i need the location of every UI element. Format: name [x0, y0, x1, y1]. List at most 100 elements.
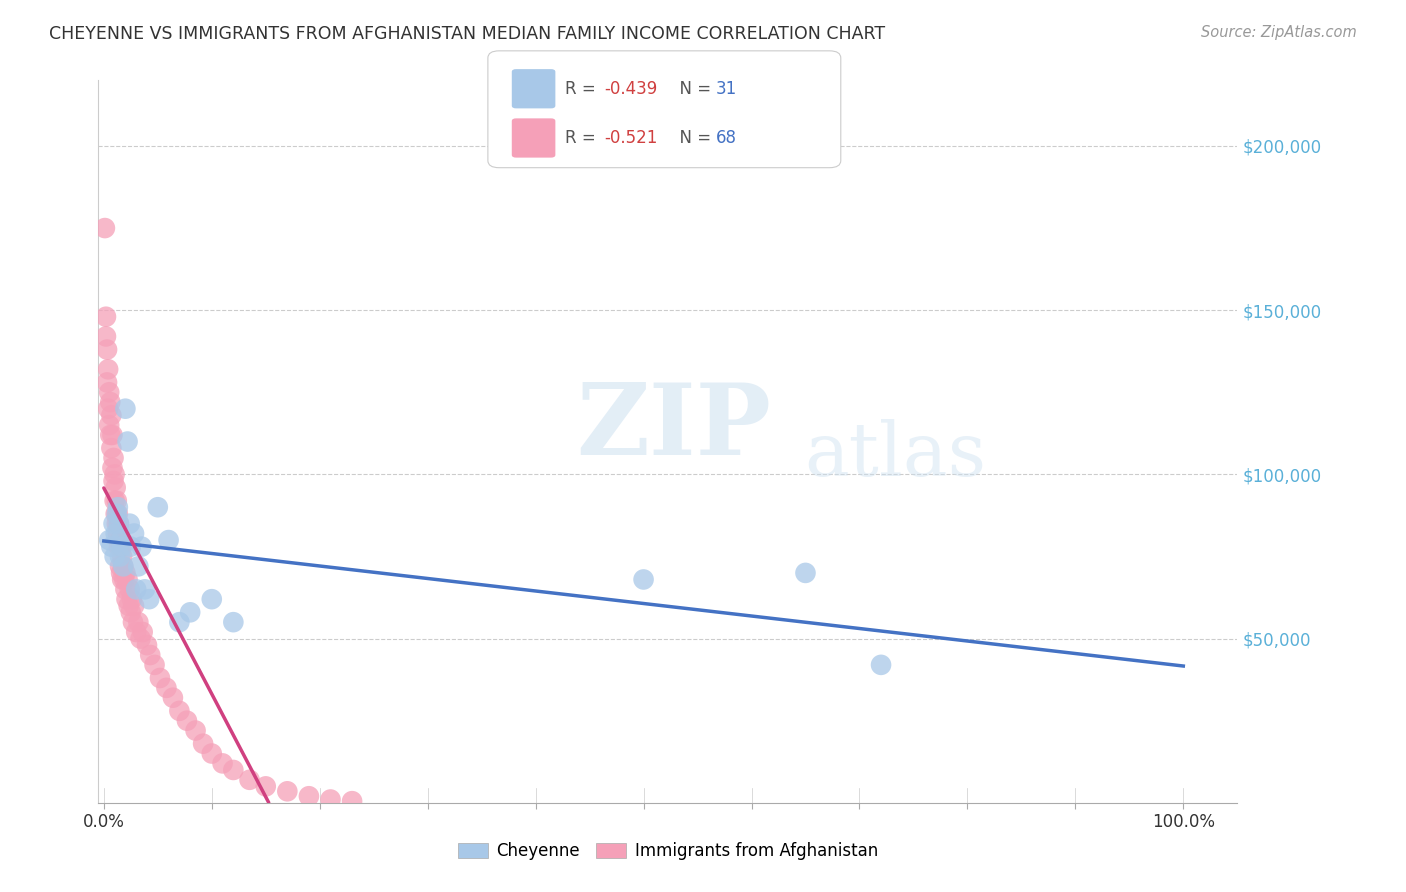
Point [105, 493, 128, 508]
Point [276, 784, 298, 798]
Point [136, 638, 159, 652]
Point [110, 566, 132, 580]
Point [108, 516, 131, 531]
Point [100, 441, 122, 455]
Point [100, 540, 122, 554]
Point [184, 723, 207, 738]
Point [103, 474, 125, 488]
Point [162, 690, 184, 705]
Point [94, 329, 117, 343]
Point [112, 559, 135, 574]
Text: N =: N = [669, 79, 717, 98]
Point [127, 615, 149, 630]
Point [96, 376, 118, 390]
Point [94, 221, 117, 235]
Point [101, 460, 124, 475]
Point [794, 566, 817, 580]
Point [104, 549, 127, 564]
Point [98, 418, 121, 433]
Point [115, 592, 138, 607]
Point [120, 605, 142, 619]
Point [103, 516, 125, 531]
Point [110, 540, 132, 554]
Point [94, 310, 117, 324]
Point [104, 467, 127, 482]
Point [120, 540, 142, 554]
Point [149, 671, 172, 685]
Point [117, 573, 139, 587]
Text: CHEYENNE VS IMMIGRANTS FROM AFGHANISTAN MEDIAN FAMILY INCOME CORRELATION CHART: CHEYENNE VS IMMIGRANTS FROM AFGHANISTAN … [49, 25, 886, 43]
Point [98, 395, 121, 409]
Point [211, 756, 233, 771]
Point [157, 533, 180, 547]
Point [125, 625, 148, 640]
Point [176, 714, 198, 728]
Point [101, 428, 124, 442]
Point [870, 657, 893, 672]
Point [169, 704, 191, 718]
Point [179, 605, 201, 619]
Point [98, 533, 121, 547]
Point [298, 789, 321, 804]
Point [340, 794, 363, 808]
Point [108, 516, 131, 531]
Point [111, 573, 134, 587]
Point [139, 648, 162, 662]
Point [114, 566, 136, 580]
Point [108, 533, 131, 547]
Point [103, 450, 125, 465]
Point [122, 526, 145, 541]
Point [117, 434, 139, 449]
Point [111, 540, 134, 554]
Point [97, 401, 120, 416]
Text: Source: ZipAtlas.com: Source: ZipAtlas.com [1201, 25, 1357, 40]
Point [633, 573, 655, 587]
Point [97, 362, 120, 376]
Point [122, 599, 145, 613]
Point [104, 493, 127, 508]
Text: R =: R = [565, 129, 602, 147]
Point [138, 592, 160, 607]
Point [104, 507, 127, 521]
Point [125, 582, 148, 597]
Point [118, 516, 141, 531]
Point [122, 615, 145, 630]
Point [169, 615, 191, 630]
Text: -0.521: -0.521 [605, 129, 658, 147]
Point [108, 559, 131, 574]
Point [222, 615, 245, 630]
Point [111, 549, 134, 564]
Legend: Cheyenne, Immigrants from Afghanistan: Cheyenne, Immigrants from Afghanistan [451, 836, 884, 867]
Point [107, 526, 129, 541]
Point [191, 737, 214, 751]
Point [118, 582, 141, 597]
Point [131, 625, 153, 640]
Point [104, 526, 127, 541]
Point [105, 516, 128, 531]
Point [222, 763, 245, 777]
Point [96, 343, 118, 357]
Point [100, 409, 122, 423]
Point [134, 582, 156, 597]
Point [98, 428, 121, 442]
Point [155, 681, 177, 695]
Text: ZIP: ZIP [576, 378, 772, 475]
Point [146, 500, 169, 515]
Point [112, 573, 135, 587]
Point [121, 592, 143, 607]
Point [254, 780, 277, 794]
Text: 68: 68 [716, 129, 737, 147]
Text: N =: N = [669, 129, 717, 147]
Text: R =: R = [565, 79, 602, 98]
Point [114, 582, 136, 597]
Point [201, 592, 224, 607]
Point [238, 772, 260, 787]
Text: atlas: atlas [804, 419, 987, 492]
Point [104, 481, 127, 495]
Point [117, 599, 139, 613]
Point [108, 540, 131, 554]
Point [110, 533, 132, 547]
Point [201, 747, 224, 761]
Point [131, 540, 153, 554]
Point [105, 507, 128, 521]
